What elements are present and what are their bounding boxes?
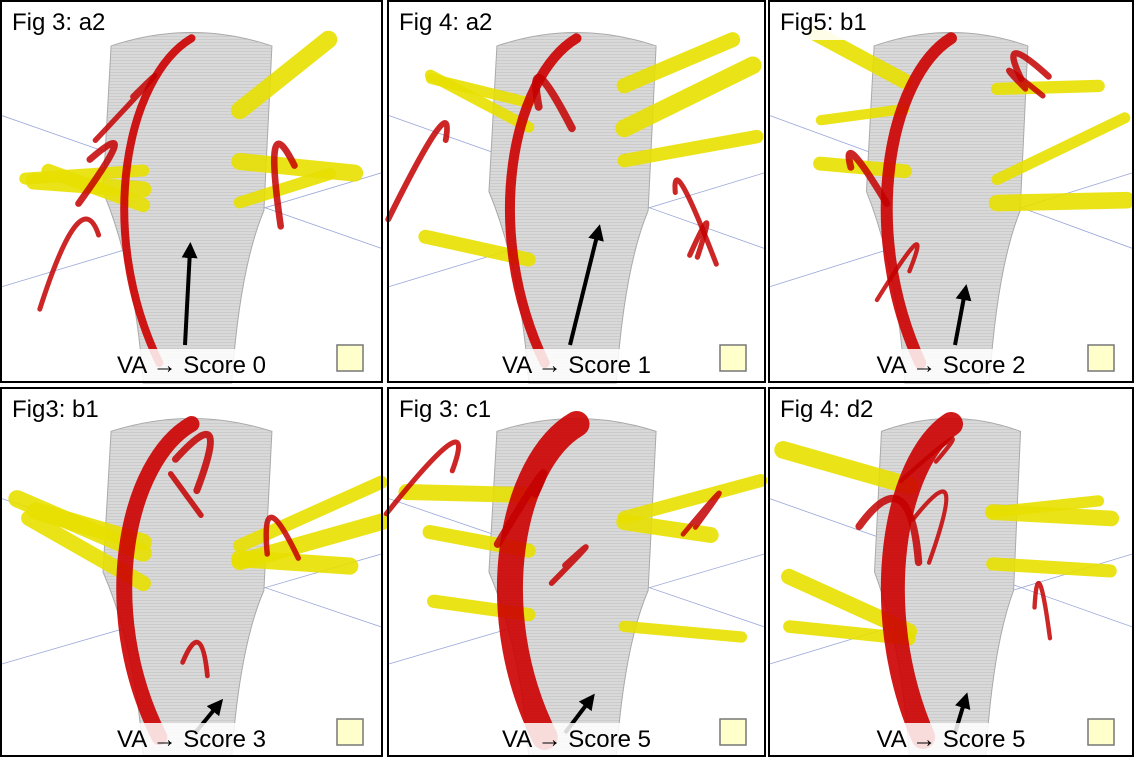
panel: Fig 4: a2 VA → Score 1 bbox=[387, 0, 766, 383]
panel-caption: VA → Score 0 bbox=[117, 352, 266, 379]
orientation-icon bbox=[1088, 719, 1114, 745]
panel-label: Fig3: b1 bbox=[12, 396, 99, 423]
orientation-icon bbox=[720, 719, 746, 745]
panel-caption: VA → Score 5 bbox=[502, 726, 651, 753]
panel-caption: VA → Score 3 bbox=[117, 726, 266, 753]
panel-label: Fig 3: a2 bbox=[12, 9, 105, 36]
panel-caption: VA → Score 5 bbox=[877, 726, 1026, 753]
nerve bbox=[997, 200, 1127, 203]
panel: Fig 3: a2 VA → Score 0 bbox=[0, 0, 383, 383]
orientation-icon bbox=[337, 719, 363, 745]
nerve bbox=[993, 564, 1111, 571]
panel-label: Fig 4: d2 bbox=[780, 396, 873, 423]
panel: Fig 3: c1 VA → Score 5 bbox=[386, 387, 766, 757]
nerve bbox=[993, 512, 1112, 518]
nerve bbox=[997, 86, 1099, 89]
panel: Fig3: b1 VA → Score 3 bbox=[0, 387, 383, 757]
orientation-icon bbox=[1088, 345, 1114, 371]
panel-caption: VA → Score 2 bbox=[877, 352, 1026, 379]
panel-label: Fig5: b1 bbox=[780, 9, 867, 36]
panel-label: Fig 4: a2 bbox=[399, 9, 492, 36]
panel: Fig 4: d2 VA → Score 5 bbox=[768, 387, 1134, 757]
figure: Fig 3: a2 VA → Score 0 Fig 4: a2 VA → Score… bbox=[0, 0, 1134, 757]
panel-label: Fig 3: c1 bbox=[399, 396, 491, 423]
orientation-icon bbox=[720, 345, 746, 371]
panel: Fig5: b1 VA → Score 2 bbox=[768, 0, 1134, 383]
nerve bbox=[406, 492, 528, 495]
panel-caption: VA → Score 1 bbox=[502, 352, 651, 379]
orientation-icon bbox=[337, 345, 363, 371]
